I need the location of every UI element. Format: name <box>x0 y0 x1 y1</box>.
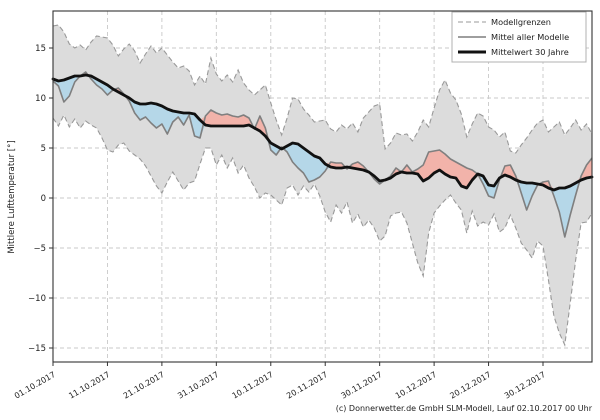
y-tick-label: 0 <box>41 194 46 204</box>
plot-border <box>52 10 593 363</box>
legend-label-2: Mittel aller Modelle <box>491 32 569 42</box>
y-tick-label: −15 <box>28 344 46 354</box>
model-mean-line <box>52 71 593 238</box>
y-tick-label: 10 <box>35 94 46 104</box>
x-tick-label: 20.11.2017 <box>285 370 329 401</box>
legend-label-1: Modellgrenzen <box>491 17 551 27</box>
x-tick-label: 20.12.2017 <box>448 370 492 401</box>
y-tick-label: 15 <box>35 44 46 54</box>
y-axis: 15 10 5 0 −5 −10 −15 Mittlere Lufttemperatur [°… <box>7 44 53 354</box>
mean-30yr-line <box>51 73 594 192</box>
x-tick-label: 30.11.2017 <box>339 370 383 401</box>
x-tick-label: 30.12.2017 <box>503 370 547 401</box>
legend-label-3: Mittelwert 30 Jahre <box>491 47 569 57</box>
x-axis: 01.10.2017 11.10.2017 21.10.2017 31.10.2017… <box>13 362 547 401</box>
legend: Modellgrenzen Mittel aller Modelle Mittelw… <box>451 11 587 63</box>
y-tick-label: −5 <box>33 244 46 254</box>
x-tick-label: 10.11.2017 <box>231 370 275 401</box>
lower-bound-line <box>52 113 593 347</box>
upper-bound-line <box>52 24 593 154</box>
x-tick-label: 10.12.2017 <box>394 370 438 401</box>
y-tick-label: −10 <box>28 294 46 304</box>
x-tick-label: 21.10.2017 <box>122 370 166 401</box>
model-range-fill <box>53 25 592 345</box>
model-range-band <box>52 24 593 347</box>
x-tick-label: 01.10.2017 <box>13 370 57 401</box>
y-axis-title: Mittlere Lufttemperatur [°] <box>7 140 17 253</box>
x-tick-label: 11.10.2017 <box>67 370 111 401</box>
x-tick-label: 31.10.2017 <box>176 370 220 401</box>
cold-anomaly-fill <box>53 75 592 237</box>
y-tick-label: 5 <box>41 144 46 154</box>
copyright-caption: (c) Donnerwetter.de GmbH SLM-Modell, Lau… <box>336 404 593 413</box>
